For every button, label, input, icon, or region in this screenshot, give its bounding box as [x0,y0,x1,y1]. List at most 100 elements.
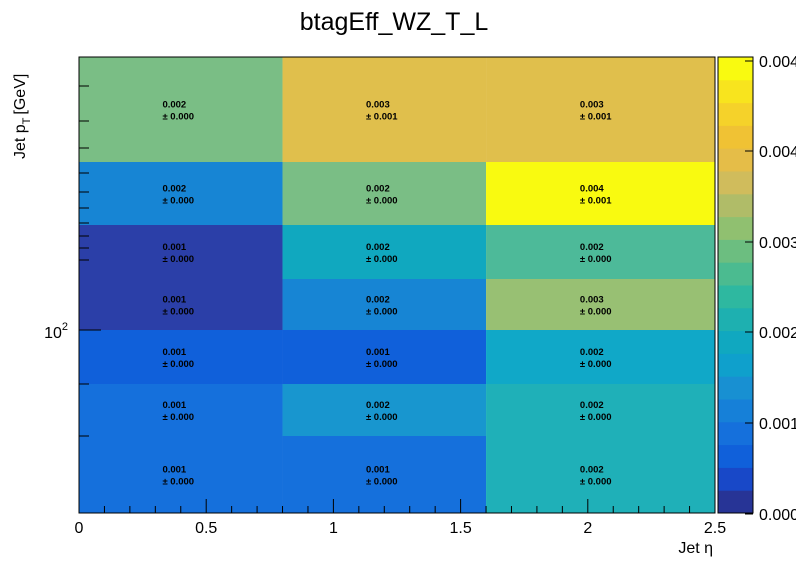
palette-tick-label: 0.004 [759,144,796,161]
heatmap-cell [486,57,715,162]
palette-tick-label: 0.001 [759,416,796,433]
cell-error-label: ± 0.000 [580,307,612,318]
heatmap-cell [486,279,715,330]
cell-error-label: ± 0.001 [580,112,612,123]
x-tick-label: 2 [583,520,592,537]
plot-frame [78,56,716,514]
palette-tick-label: 0.004 [759,54,796,71]
x-tick-label: 0 [75,520,84,537]
heatmap-cell [79,225,283,279]
cell-value-label: 0.003 [580,100,604,111]
heatmap-cell [282,225,487,279]
cell-error-label: ± 0.000 [366,359,398,370]
palette-swatch [718,171,753,195]
cell-value-label: 0.002 [162,184,186,195]
heatmap-cell [282,279,487,330]
y-tick-label: 102 [44,321,68,342]
x-axis-ticks: 0 0.5 1 1.5 2 2.5 [75,499,726,537]
cell-value-label: 0.001 [162,347,186,358]
palette-swatch [718,79,753,104]
y-axis-title-unit: [GeV] [12,74,29,115]
heatmap-cell [486,162,715,225]
heatmap-cell [282,57,487,162]
heatmap-cells [79,57,715,513]
cell-value-label: 0.002 [366,295,390,306]
cell-error-label: ± 0.000 [366,412,398,423]
color-palette [717,56,754,514]
cell-error-label: ± 0.000 [366,307,398,318]
cell-value-label: 0.001 [366,347,390,358]
heatmap-cell [282,330,487,384]
palette-swatch [718,421,753,446]
palette-swatch [718,376,753,400]
y-axis-title-main: Jet p [12,124,29,159]
y-tick-exponent: 2 [62,321,68,333]
heatmap-cell [79,330,283,384]
palette-swatch [718,262,753,286]
cell-value-label: 0.001 [162,465,186,476]
cell-error-label: ± 0.000 [162,477,194,488]
y-tick-base: 10 [44,325,62,342]
heatmap-cell [282,384,487,436]
x-tick-label: 0.5 [195,520,217,537]
palette-swatch [718,399,753,423]
cell-error-label: ± 0.000 [580,254,612,265]
heatmap-cell [486,384,715,436]
palette-swatch [718,307,753,332]
palette-tick-label: 0.003 [759,235,796,252]
x-axis-title: Jet η [678,540,713,557]
palette-swatch [718,193,753,218]
y-axis-title-sub: T [21,117,33,124]
palette-swatch [718,57,753,81]
cell-error-label: ± 0.000 [162,359,194,370]
cell-error-label: ± 0.000 [162,112,194,123]
palette-swatch [718,102,753,126]
heatmap-cell [79,436,283,513]
heatmap-cell [79,279,283,330]
cell-error-label: ± 0.000 [366,254,398,265]
x-tick-label: 1.5 [449,520,471,537]
cell-error-label: ± 0.000 [162,412,194,423]
palette-swatch [718,353,753,377]
heatmap-cell [486,436,715,513]
cell-value-label: 0.002 [366,184,390,195]
heatmap-cell [79,384,283,436]
cell-error-label: ± 0.001 [366,112,398,123]
palette-frame [717,56,754,514]
cell-value-label: 0.002 [162,100,186,111]
cell-value-label: 0.002 [580,465,604,476]
palette-swatch [718,490,753,514]
palette-swatch [718,467,753,491]
cell-error-label: ± 0.000 [580,477,612,488]
cell-value-label: 0.004 [580,184,604,195]
palette-tick-label: 0.000 [759,507,796,524]
x-tick-label: 2.5 [704,520,726,537]
cell-value-label: 0.003 [580,295,604,306]
cell-value-label: 0.002 [580,347,604,358]
palette-swatch [718,444,753,468]
heatmap-cell [79,162,283,225]
cell-value-label: 0.002 [366,400,390,411]
palette-swatch [718,285,753,309]
cell-value-label: 0.001 [162,400,186,411]
heatmap-cell [79,57,283,162]
y-axis-title: Jet pT [GeV] [12,74,33,159]
heatmap-cell [486,225,715,279]
cell-error-label: ± 0.000 [580,412,612,423]
chart-title: btagEff_WZ_T_L [300,8,489,36]
cell-value-label: 0.001 [366,465,390,476]
heatmap-cell [282,162,487,225]
cell-error-label: ± 0.000 [162,196,194,207]
cell-value-label: 0.002 [366,242,390,253]
cell-error-label: ± 0.000 [366,477,398,488]
cell-error-label: ± 0.000 [162,254,194,265]
palette-swatch [718,216,753,240]
palette-swatch [718,148,753,172]
cell-error-label: ± 0.000 [366,196,398,207]
cell-value-label: 0.002 [580,242,604,253]
heatmap-cell [486,330,715,384]
heatmap-cell [282,436,487,513]
x-tick-label: 1 [329,520,338,537]
